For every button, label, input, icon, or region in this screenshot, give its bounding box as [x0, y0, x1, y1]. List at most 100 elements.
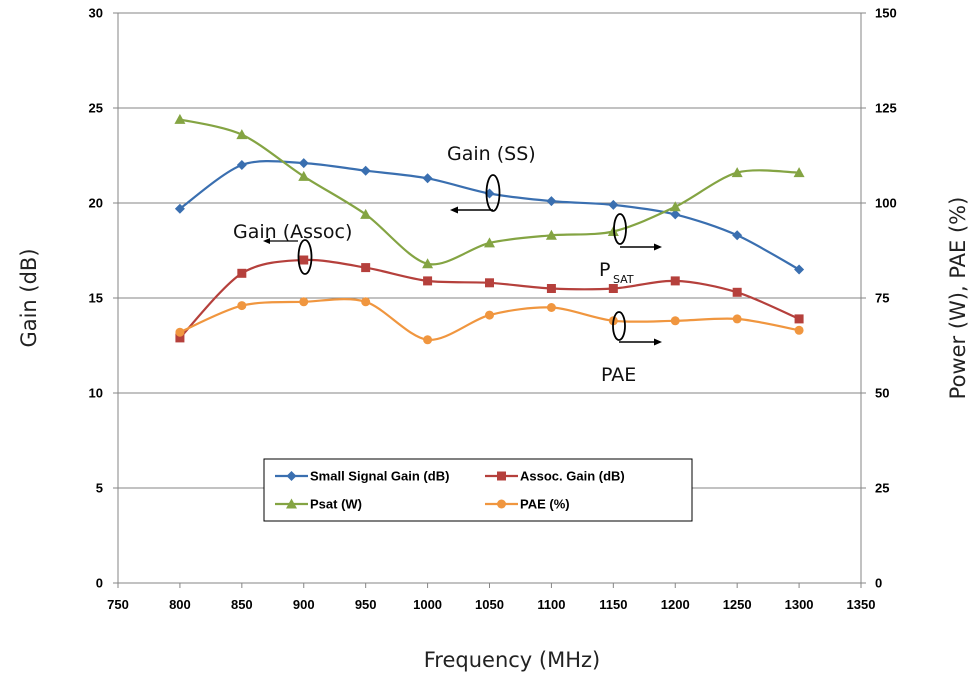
- data-point-assoc-gain: [175, 333, 185, 343]
- legend-marker: [497, 499, 506, 509]
- y-tick-label: 0: [96, 576, 103, 591]
- data-point-small-signal-gain: [670, 209, 681, 220]
- annotation-gain-assoc-arrowhead: [263, 238, 270, 244]
- data-point-pae: [732, 314, 742, 324]
- data-point-pae: [670, 316, 680, 326]
- legend-label: PAE (%): [520, 497, 570, 512]
- y2-tick-label: 125: [875, 101, 897, 116]
- annotation-psat-subscript: SAT: [613, 273, 634, 286]
- data-point-psat: [731, 167, 743, 178]
- y-axis-right: 0 25 50 75 100 125 150: [861, 6, 897, 591]
- x-tick-label: 1100: [537, 597, 565, 612]
- data-point-small-signal-gain: [732, 230, 743, 241]
- data-point-small-signal-gain: [546, 196, 557, 207]
- annotation-gain-ss-arrowhead: [450, 206, 458, 214]
- data-point-pae: [546, 303, 556, 312]
- data-point-assoc-gain: [361, 263, 371, 273]
- data-point-assoc-gain: [670, 276, 680, 286]
- x-tick-label: 850: [231, 597, 253, 612]
- legend-marker: [286, 471, 297, 481]
- data-point-small-signal-gain: [360, 165, 371, 176]
- legend-entry-pae: PAE (%): [485, 497, 570, 512]
- data-point-pae: [237, 301, 247, 311]
- y2-tick-label: 100: [875, 196, 897, 211]
- data-point-psat: [298, 170, 310, 181]
- x-tick-label: 1350: [847, 597, 876, 612]
- data-point-assoc-gain: [794, 314, 804, 324]
- y-tick-label: 20: [89, 196, 103, 211]
- legend: Small Signal Gain (dB) Assoc. Gain (dB) Ps…: [263, 458, 693, 522]
- data-point-pae: [299, 297, 309, 307]
- y2-tick-label: 150: [875, 6, 897, 21]
- legend-box: [263, 458, 693, 522]
- data-point-small-signal-gain: [298, 158, 309, 169]
- annotation-pae: PAE: [601, 311, 662, 386]
- annotation-psat-ellipse: [613, 213, 627, 245]
- data-point-assoc-gain: [423, 276, 433, 286]
- y2-tick-label: 50: [875, 386, 889, 401]
- data-point-psat: [236, 129, 248, 140]
- y2-tick-label: 25: [875, 481, 889, 496]
- annotation-pae-label: PAE: [601, 364, 636, 386]
- data-point-small-signal-gain: [422, 173, 433, 184]
- x-tick-label: 900: [293, 597, 315, 612]
- legend-label: Small Signal Gain (dB): [310, 469, 449, 484]
- data-point-small-signal-gain: [608, 199, 619, 210]
- y2-tick-label: 75: [875, 291, 889, 306]
- data-point-small-signal-gain: [794, 264, 805, 275]
- x-tick-label: 1000: [413, 597, 442, 612]
- data-point-small-signal-gain: [174, 203, 185, 214]
- annotation-gain-ss-label: Gain (SS): [447, 143, 536, 165]
- legend-entry-small-signal-gain: Small Signal Gain (dB): [275, 469, 449, 484]
- annotation-gain-assoc-label: Gain (Assoc): [233, 221, 352, 243]
- x-tick-label: 1300: [785, 597, 814, 612]
- legend-marker: [497, 471, 506, 481]
- data-point-assoc-gain: [237, 268, 247, 278]
- annotation-gain-ss: Gain (SS): [447, 143, 536, 214]
- y-tick-label: 30: [89, 6, 103, 21]
- legend-entry-psat: Psat (W): [275, 497, 362, 512]
- y-tick-label: 15: [89, 291, 103, 306]
- data-point-psat: [484, 237, 495, 248]
- y2-tick-label: 0: [875, 576, 882, 591]
- x-tick-label: 1150: [599, 597, 627, 612]
- series-line-psat: [179, 118, 800, 266]
- data-point-assoc-gain: [299, 255, 309, 265]
- annotation-gain-ss-ellipse: [485, 174, 501, 212]
- annotation-pae-arrowhead: [654, 338, 662, 346]
- annotation-psat-arrowhead: [654, 243, 662, 251]
- data-point-pae: [423, 335, 433, 345]
- data-point-psat: [793, 167, 805, 178]
- legend-marker: [286, 498, 297, 509]
- data-point-pae: [485, 310, 494, 320]
- x-axis-title: Frequency (MHz): [424, 648, 600, 672]
- legend-label: Psat (W): [310, 497, 362, 512]
- x-axis: 750 800 850 900 950 1000 1050 1100 1150 1200 1250 1…: [107, 583, 875, 612]
- x-tick-label: 1250: [723, 597, 752, 612]
- data-point-small-signal-gain: [236, 160, 247, 170]
- annotation-psat: P SAT: [599, 213, 662, 286]
- annotation-pae-ellipse: [612, 311, 626, 341]
- x-tick-label: 800: [169, 597, 191, 612]
- data-point-psat: [422, 258, 434, 269]
- y-tick-label: 5: [96, 481, 103, 496]
- data-point-assoc-gain: [546, 284, 556, 293]
- y2-axis-title: Power (W), PAE (%): [946, 197, 970, 400]
- annotation-gain-assoc-ellipse: [297, 239, 313, 275]
- y-axis-left: 0 5 10 15 20 25 30: [89, 6, 118, 591]
- annotation-psat-label: P: [599, 259, 610, 281]
- legend-entry-assoc-gain: Assoc. Gain (dB): [485, 469, 625, 484]
- y-tick-label: 25: [89, 101, 103, 116]
- data-point-psat: [669, 201, 681, 212]
- y-tick-label: 10: [89, 386, 103, 401]
- gridlines: [118, 107, 861, 489]
- x-tick-label: 1050: [475, 597, 504, 612]
- series-layer: [174, 113, 805, 345]
- annotation-gain-assoc: Gain (Assoc): [233, 221, 352, 275]
- data-point-psat: [360, 208, 372, 219]
- series-assoc-gain: [175, 255, 804, 343]
- series-psat: [174, 113, 805, 269]
- data-point-assoc-gain: [732, 287, 742, 297]
- x-tick-label: 750: [107, 597, 129, 612]
